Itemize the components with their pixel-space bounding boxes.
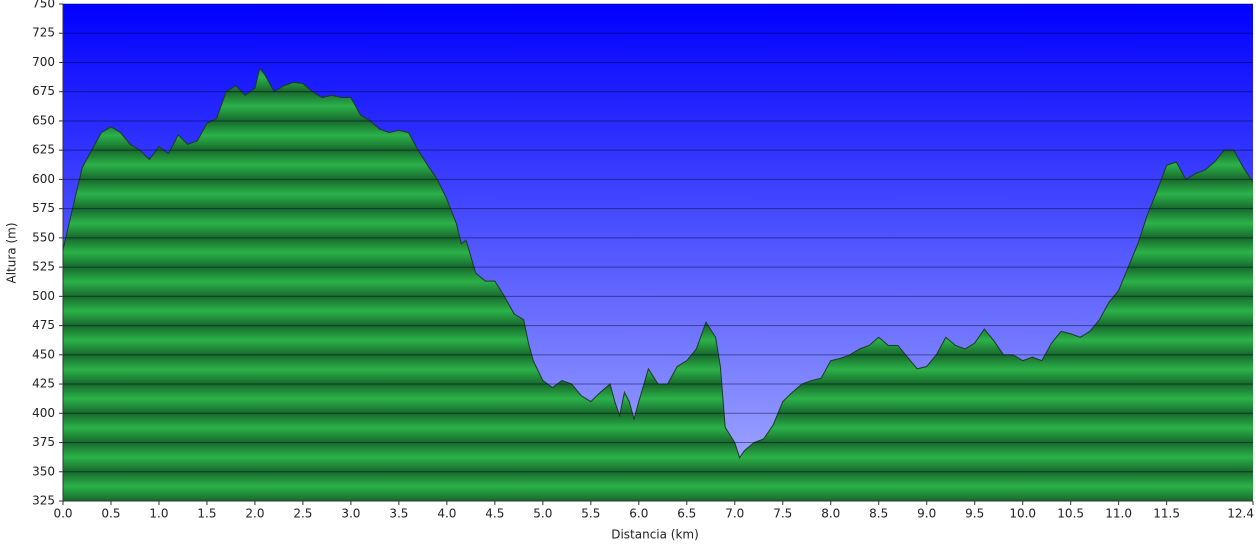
x-tick-label: 10.0 [1009,507,1036,521]
x-tick-label: 8.5 [869,507,888,521]
x-tick-label: 3.5 [389,507,408,521]
y-tick-label: 575 [32,201,55,215]
y-tick-label: 675 [32,84,55,98]
x-tick-label: 0.5 [101,507,120,521]
y-axis-label: Altura (m) [5,222,19,283]
x-tick-label: 7.0 [725,507,744,521]
x-tick-label: 9.0 [917,507,936,521]
x-tick-label: 3.0 [341,507,360,521]
y-tick-label: 400 [32,406,55,420]
y-tick-label: 550 [32,230,55,244]
y-tick-label: 375 [32,435,55,449]
y-tick-label: 325 [32,494,55,508]
x-tick-label: 6.0 [629,507,648,521]
x-tick-label: 8.0 [821,507,840,521]
y-tick-label: 600 [32,172,55,186]
x-tick-label: 1.5 [197,507,216,521]
x-tick-label: 11.0 [1105,507,1132,521]
y-tick-label: 475 [32,318,55,332]
y-tick-label: 525 [32,260,55,274]
area-fill [63,68,1253,501]
x-tick-label: 12.4 [1227,507,1254,521]
x-tick-label: 5.5 [581,507,600,521]
x-tick-label: 0.0 [53,507,72,521]
x-tick-label: 7.5 [773,507,792,521]
x-tick-label: 6.5 [677,507,696,521]
x-tick-label: 11.5 [1153,507,1180,521]
y-tick-label: 500 [32,289,55,303]
area [62,67,1254,459]
y-tick-label: 750 [32,0,55,11]
y-tick-label: 425 [32,377,55,391]
x-tick-label: 2.0 [245,507,264,521]
x-tick-label: 9.5 [965,507,984,521]
x-tick-label: 1.0 [149,507,168,521]
x-axis-label: Distancia (km) [611,528,699,542]
y-tick-label: 725 [32,26,55,40]
x-tick-label: 2.5 [293,507,312,521]
x-tick-label: 4.0 [437,507,456,521]
y-tick-label: 625 [32,143,55,157]
x-tick-label: 4.5 [485,507,504,521]
y-tick-label: 650 [32,113,55,127]
y-tick-label: 350 [32,464,55,478]
y-tick-label: 700 [32,55,55,69]
x-tick-label: 10.5 [1057,507,1084,521]
y-tick-label: 450 [32,347,55,361]
x-tick-label: 5.0 [533,507,552,521]
